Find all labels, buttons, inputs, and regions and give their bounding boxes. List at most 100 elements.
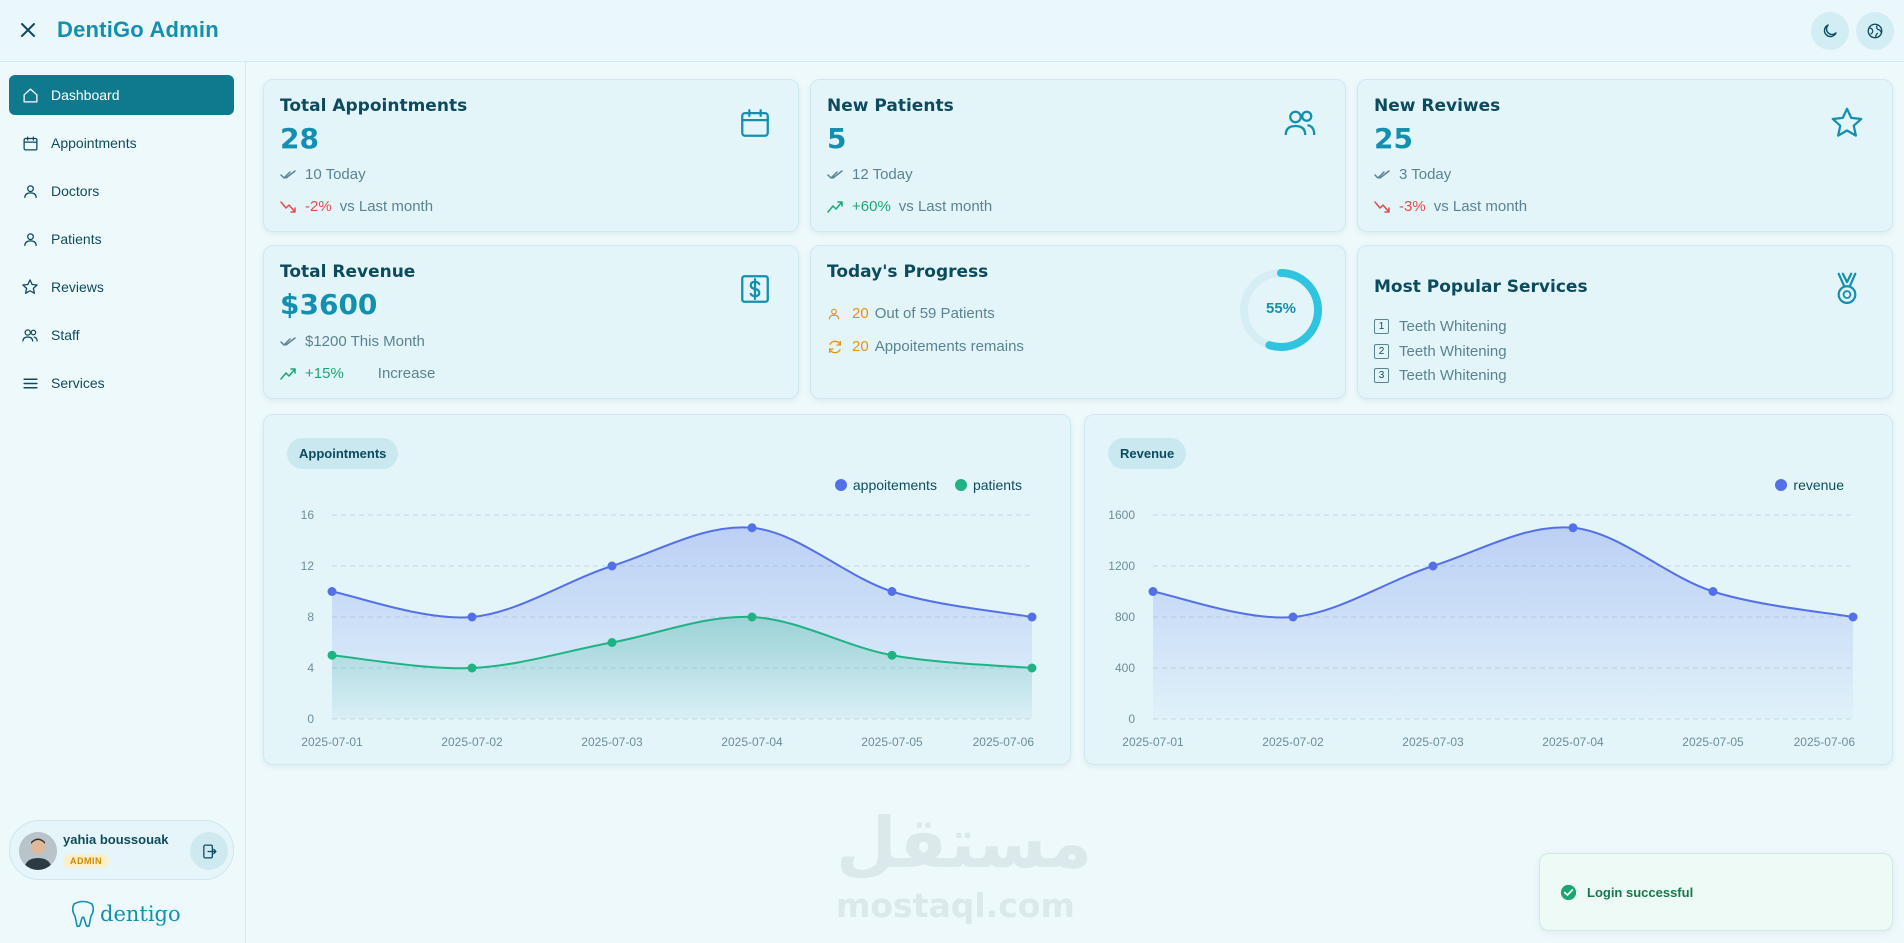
close-icon[interactable] (14, 16, 42, 44)
x-tick-label: 2025-07-01 (301, 735, 363, 749)
data-point[interactable] (607, 638, 617, 647)
data-point[interactable] (467, 612, 477, 622)
y-tick-label: 4 (307, 661, 314, 675)
y-tick-label: 0 (307, 712, 314, 726)
trend-down-icon (1374, 200, 1390, 214)
top-bar: DentiGo Admin (0, 0, 1904, 62)
avatar[interactable] (19, 832, 57, 870)
data-point[interactable] (747, 523, 757, 533)
popular-services-card: Most Popular Services 1 Teeth Whitening 2… (1357, 245, 1893, 399)
trend-up-icon (280, 367, 296, 381)
card-title: Today's Progress (827, 262, 989, 282)
data-point[interactable] (1568, 523, 1578, 533)
card-today: 10 Today (280, 166, 366, 183)
legend-item[interactable]: appoitements (834, 477, 937, 493)
data-point[interactable] (747, 612, 757, 622)
dark-mode-toggle[interactable] (1811, 12, 1849, 50)
user-icon (827, 307, 843, 321)
sidebar-item-services[interactable]: Services (9, 363, 234, 403)
role-badge: ADMIN (63, 854, 109, 868)
today-text: 12 Today (852, 166, 913, 183)
progress-patients: 20 Out of 59 Patients (827, 305, 995, 322)
chart-tag: Revenue (1108, 438, 1187, 469)
user-icon (21, 230, 39, 248)
card-title: Total Appointments (280, 96, 468, 116)
revenue-chart: 0 400 800 1200 1600 2025-07-01 2025-07-02 2025-… (1108, 508, 1858, 749)
calendar-icon (21, 134, 39, 152)
logout-icon (202, 843, 217, 859)
chart-tag: Appointments (287, 438, 399, 469)
card-value: 5 (827, 122, 847, 155)
chart-legend: appoitements patients (817, 477, 1022, 493)
legend-item[interactable]: patients (954, 477, 1022, 493)
menu-icon (21, 374, 39, 392)
sidebar-item-patients[interactable]: Patients (9, 219, 234, 259)
legend-label: appoitements (852, 477, 937, 493)
revenue-chart-card: Revenue revenue 0 400 800 1200 1600 2025-07-0… (1084, 414, 1893, 765)
series-line (331, 615, 1033, 670)
change-text: vs Last month (898, 198, 993, 215)
service-name: Teeth Whitening (1399, 318, 1507, 335)
sidebar-item-label: Appointments (51, 135, 137, 151)
legend-label: revenue (1793, 477, 1844, 493)
sidebar-item-label: Doctors (51, 183, 100, 199)
series-area (1153, 527, 1853, 719)
logout-button[interactable] (190, 832, 228, 870)
series-line (1152, 526, 1854, 619)
toast-notification[interactable]: Login successful (1539, 853, 1893, 931)
data-point[interactable] (607, 561, 617, 571)
double-check-icon (1374, 168, 1390, 182)
double-check-icon (280, 168, 296, 182)
card-title: New Reviwes (1374, 96, 1501, 116)
sidebar-item-label: Services (51, 375, 105, 391)
data-point[interactable] (1848, 612, 1858, 622)
x-tick-label: 2025-07-01 (1122, 735, 1184, 749)
data-point[interactable] (467, 663, 477, 673)
data-point[interactable] (327, 587, 337, 596)
card-today: 3 Today (1374, 166, 1451, 183)
series-area (332, 616, 1032, 719)
data-point[interactable] (1708, 587, 1718, 596)
y-tick-label: 400 (1115, 661, 1135, 675)
sidebar-item-label: Reviews (51, 279, 104, 295)
data-point[interactable] (887, 650, 897, 660)
card-today: 12 Today (827, 166, 913, 183)
data-point[interactable] (1027, 663, 1037, 673)
user-name: yahia boussouak (63, 832, 169, 847)
sidebar-item-reviews[interactable]: Reviews (9, 267, 234, 307)
data-point[interactable] (887, 587, 897, 596)
user-card: yahia boussouak ADMIN (9, 820, 234, 880)
card-change: +60% vs Last month (827, 198, 992, 215)
sidebar-item-appointments[interactable]: Appointments (9, 123, 234, 163)
language-toggle[interactable] (1856, 12, 1894, 50)
patients-text: Out of 59 Patients (874, 305, 995, 322)
sidebar-item-doctors[interactable]: Doctors (9, 171, 234, 211)
number-2-icon: 2 (1374, 344, 1389, 359)
data-point[interactable] (1428, 561, 1438, 571)
card-change: -2% vs Last month (280, 198, 433, 215)
refresh-icon (827, 340, 843, 354)
dollar-icon (736, 270, 774, 308)
sidebar-item-staff[interactable]: Staff (9, 315, 234, 355)
legend-item[interactable]: revenue (1775, 477, 1844, 493)
trend-down-icon (280, 200, 296, 214)
new-patients-card: New Patients 5 12 Today +60% vs Last mon… (810, 79, 1346, 232)
series-line (331, 526, 1033, 619)
x-tick-label: 2025-07-06 (1794, 735, 1856, 749)
star-icon (21, 278, 39, 296)
card-value: $3600 (280, 288, 378, 321)
data-point[interactable] (1027, 612, 1037, 622)
x-tick-label: 2025-07-05 (1682, 735, 1744, 749)
sidebar-item-dashboard[interactable]: Dashboard (9, 75, 234, 115)
card-month: $1200 This Month (280, 333, 425, 350)
data-point[interactable] (1148, 587, 1158, 596)
change-value: -2% (305, 198, 332, 215)
sidebar-item-label: Staff (51, 327, 80, 343)
data-point[interactable] (1288, 612, 1298, 622)
y-tick-label: 800 (1115, 610, 1135, 624)
new-reviews-card: New Reviwes 25 3 Today -3% vs Last month (1357, 79, 1893, 232)
card-value: 28 (280, 122, 319, 155)
x-tick-label: 2025-07-03 (1402, 735, 1464, 749)
data-point[interactable] (327, 650, 337, 660)
y-tick-label: 8 (307, 610, 314, 624)
